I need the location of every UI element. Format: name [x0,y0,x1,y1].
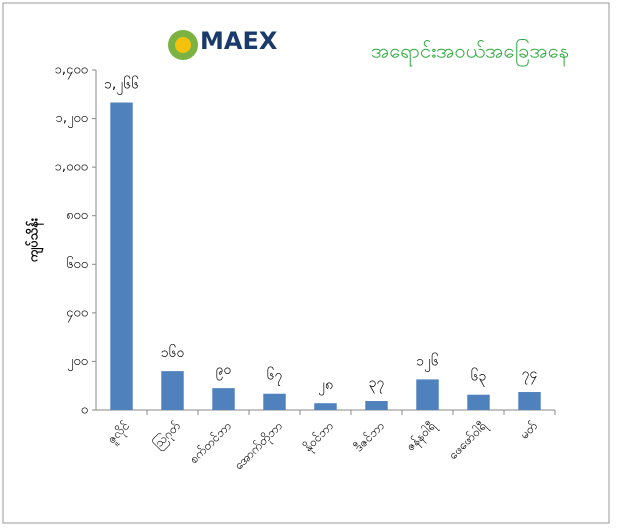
data-label: ၉၀ [216,362,232,380]
bar [518,392,541,410]
y-tick-label: ၂၀၀ [67,354,88,371]
data-label: ၆၃ [471,369,487,387]
bar [365,401,388,410]
chart-frame [2,2,610,524]
data-label: ၃၇ [369,375,385,393]
y-tick-label: ၀ [81,403,88,418]
logo-icon-center [175,37,191,53]
chart-title: အရောင်းအဝယ်အခြေအနေ [371,39,569,67]
data-label: ၂၈ [318,377,333,395]
bar [467,394,490,410]
data-label: ၇၄ [522,366,538,384]
y-tick-label: ၄၀၀ [66,305,88,322]
data-label: ၁၆၀ [161,345,185,361]
y-tick-label: ၈၀၀ [66,208,88,223]
bar [416,379,439,410]
bar [263,393,286,410]
y-axis-label: ကျပ်သိန်း [25,217,45,262]
logo: MAEX [168,27,278,60]
y-tick-label: ၁,၄၀၀ [55,63,88,80]
y-tick-label: ၁,၂၀၀ [56,111,88,128]
bar [212,388,235,410]
data-label: ၁၂၆ [416,353,439,371]
y-tick-label: ၁,၀၀၀ [55,160,88,175]
bar [314,403,337,410]
bar [110,102,133,411]
y-tick-label: ၆၀၀ [66,256,88,272]
logo-text: MAEX [200,27,278,55]
data-label: ၆၇ [267,368,283,386]
data-label: ၁,၂၆၆ [104,77,139,95]
bar [161,371,184,410]
